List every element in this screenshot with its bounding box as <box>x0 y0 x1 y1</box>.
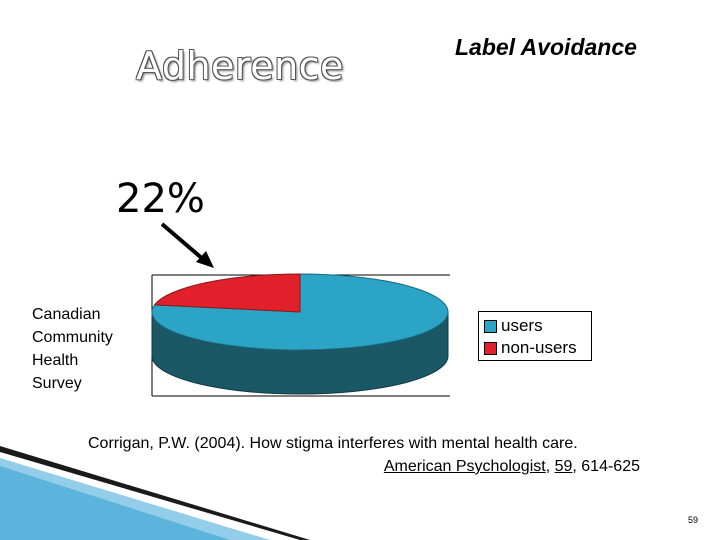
title-adherence: Adherence <box>136 44 344 88</box>
citation-volume: 59 <box>554 458 573 475</box>
legend-entry-users: users <box>484 315 591 337</box>
citation-pages: , 614-625 <box>572 458 640 475</box>
citation-journal: American Psychologist <box>383 458 546 475</box>
citation-line-1: Corrigan, P.W. (2004). How stigma interf… <box>88 435 578 452</box>
callout-percent: 22% <box>116 176 205 222</box>
callout-arrow <box>160 222 214 268</box>
legend-entry-non-users: non-users <box>484 337 591 359</box>
survey-label-line: Community <box>32 329 113 346</box>
legend-label-users: users <box>501 316 543 335</box>
citation: Corrigan, P.W. (2004). How stigma interf… <box>88 432 648 478</box>
page-number: 59 <box>688 515 699 525</box>
legend-label-non-users: non-users <box>501 338 577 357</box>
citation-line-2: American Psychologist, 59, 614-625 <box>88 455 648 478</box>
legend-swatch-users <box>484 319 497 333</box>
decorative-swoosh <box>0 446 310 540</box>
survey-label-line: Canadian <box>32 306 101 323</box>
pie-slice-non-users <box>153 273 301 313</box>
chart-legend: users non-users <box>478 311 592 361</box>
citation-sep: , <box>545 458 555 475</box>
legend-swatch-non-users <box>484 341 497 355</box>
survey-label-line: Survey <box>32 375 82 392</box>
survey-label-line: Health <box>32 352 79 369</box>
pie-chart <box>151 273 449 395</box>
survey-label: Canadian Community Health Survey <box>32 303 142 395</box>
title-label-avoidance: Label Avoidance <box>455 34 637 60</box>
